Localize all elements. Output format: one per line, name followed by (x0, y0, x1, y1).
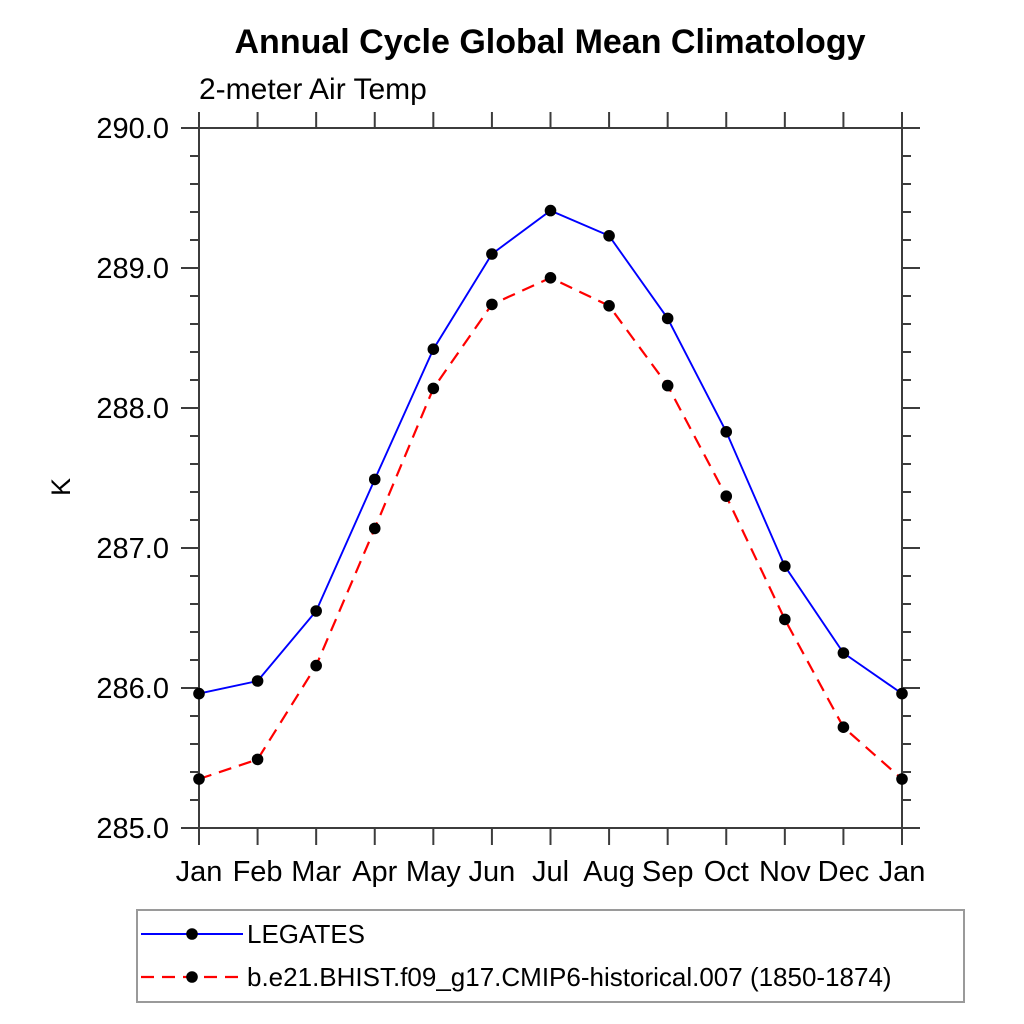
data-point-marker (837, 647, 850, 659)
legend-box (136, 909, 965, 1003)
data-point-marker (310, 659, 322, 672)
data-point-markers (193, 204, 908, 785)
x-tick-label: Jul (532, 856, 569, 888)
y-tick-label: 286.0 (96, 673, 169, 705)
data-point-marker (486, 248, 498, 260)
x-tick-label: Feb (233, 856, 283, 888)
chart-title: Annual Cycle Global Mean Climatology (235, 23, 866, 61)
x-axis-tick-labels: Jan Feb Mar Apr May Jun Jul Aug Sep Oct Nov Dec Jan (176, 856, 926, 888)
x-tick-label: Oct (704, 856, 749, 888)
series-line-model (198, 276, 903, 781)
data-point-marker (720, 490, 733, 503)
x-tick-label: Apr (352, 856, 397, 888)
data-point-marker (251, 753, 264, 766)
data-point-marker (603, 230, 615, 242)
data-point-marker (720, 426, 733, 438)
y-tick-label: 290.0 (96, 113, 169, 145)
legend-label-model: b.e21.BHIST.f09_g17.CMIP6-historical.007… (247, 962, 892, 992)
data-point-marker (779, 613, 791, 626)
legend-marker-legates (186, 928, 198, 940)
data-point-marker (310, 605, 322, 617)
data-point-marker (193, 773, 205, 785)
legend: LEGATES b.e21.BHIST.f09_g17.CMIP6-histor… (136, 909, 965, 1003)
x-tick-label: Jan (879, 856, 926, 888)
y-tick-label: 287.0 (96, 533, 169, 565)
data-point-marker (368, 473, 381, 486)
chart-subtitle: 2-meter Air Temp (199, 73, 427, 106)
y-axis-tick-labels: 285.0 286.0 287.0 288.0 289.0 290.0 (96, 113, 169, 845)
y-axis-label: K (46, 478, 76, 496)
plot-box (198, 127, 903, 829)
data-point-marker (486, 298, 498, 311)
x-tick-label: Jan (176, 856, 223, 888)
plot-frame (198, 127, 903, 829)
data-point-marker (779, 560, 791, 572)
data-point-marker (603, 300, 615, 312)
data-point-marker (661, 312, 674, 325)
data-point-marker (544, 272, 557, 284)
x-tick-label: Jun (469, 856, 516, 888)
data-point-marker (427, 343, 440, 356)
y-axis-ticks (181, 127, 920, 829)
legend-marker-model (186, 971, 198, 983)
x-tick-label: Nov (759, 856, 811, 888)
data-point-marker (837, 721, 850, 733)
data-point-marker (251, 675, 264, 687)
data-point-marker (368, 522, 381, 535)
y-tick-label: 288.0 (96, 393, 169, 425)
y-tick-label: 285.0 (96, 813, 169, 845)
x-tick-label: Mar (291, 856, 341, 888)
data-point-marker (896, 687, 908, 700)
data-point-marker (193, 687, 205, 700)
legend-label-legates: LEGATES (247, 919, 365, 949)
data-point-marker (544, 204, 557, 217)
x-tick-label: Dec (818, 856, 870, 888)
series-lines (198, 209, 903, 781)
data-point-marker (896, 773, 908, 785)
x-tick-label: Sep (642, 856, 694, 888)
data-point-marker (427, 382, 440, 395)
x-tick-label: May (406, 856, 461, 888)
data-point-marker (661, 379, 674, 392)
x-tick-label: Aug (583, 856, 635, 888)
y-tick-label: 289.0 (96, 253, 169, 285)
x-axis-ticks (198, 112, 903, 845)
